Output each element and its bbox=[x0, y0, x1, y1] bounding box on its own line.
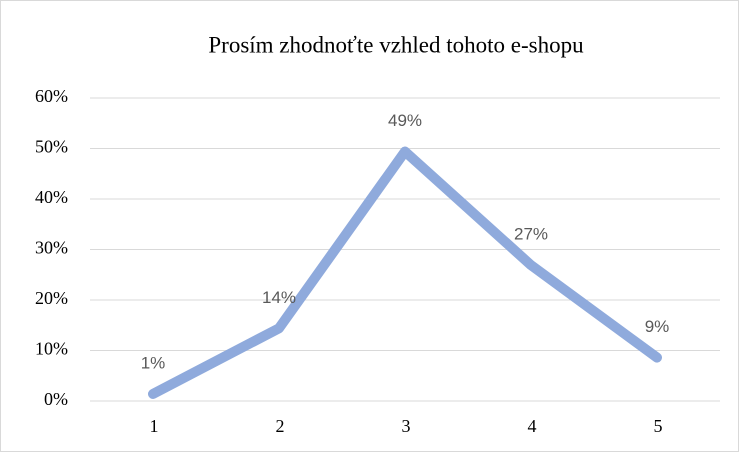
data-label: 9% bbox=[645, 317, 670, 336]
y-tick-label: 20% bbox=[35, 288, 68, 308]
x-tick-label: 1 bbox=[150, 416, 159, 436]
data-label: 1% bbox=[141, 353, 166, 372]
y-tick-label: 40% bbox=[35, 187, 68, 207]
x-tick-label: 3 bbox=[402, 416, 411, 436]
data-line bbox=[148, 146, 662, 399]
y-tick-label: 50% bbox=[35, 137, 68, 157]
x-tick-label: 2 bbox=[276, 416, 285, 436]
x-tick-label: 4 bbox=[528, 416, 537, 436]
chart-title: Prosím zhodnoťte vzhled tohoto e-shopu bbox=[208, 32, 584, 57]
data-label: 14% bbox=[262, 288, 296, 307]
y-tick-label: 10% bbox=[35, 339, 68, 359]
y-tick-label: 60% bbox=[35, 86, 68, 106]
data-label: 49% bbox=[388, 111, 422, 130]
data-label: 27% bbox=[514, 225, 548, 244]
x-tick-label: 5 bbox=[654, 416, 663, 436]
y-tick-label: 30% bbox=[35, 238, 68, 258]
y-tick-label: 0% bbox=[44, 389, 68, 409]
